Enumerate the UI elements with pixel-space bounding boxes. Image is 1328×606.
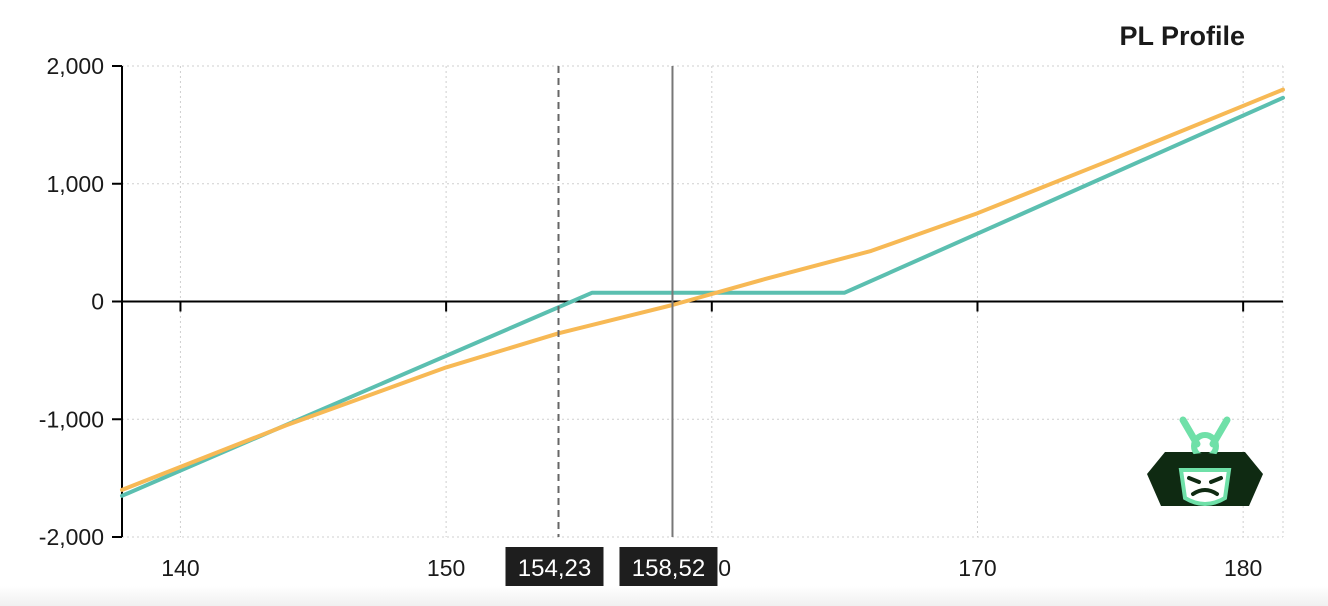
marker-label-bg: [619, 547, 718, 587]
series-line-2: [120, 87, 1285, 492]
marker-layer: 154,23 158,52: [505, 66, 718, 587]
chart-title: PL Profile: [1119, 21, 1245, 51]
y-tick-label: 1,000: [46, 171, 104, 197]
marker-label-bg: [505, 547, 604, 587]
y-tick-label: 0: [91, 289, 104, 315]
y-tick-label: -1,000: [39, 406, 104, 432]
samurai-helmet-icon: [1147, 416, 1263, 506]
series-layer: [120, 87, 1285, 498]
marker-label: 158,52: [632, 555, 705, 582]
x-tick-label: 150: [427, 555, 465, 581]
x-tick-label: 180: [1224, 555, 1262, 581]
marker-label: 154,23: [518, 555, 591, 582]
bottom-band: [0, 586, 1328, 606]
y-tick-label: -2,000: [39, 524, 104, 550]
x-tick-label: 140: [161, 555, 199, 581]
y-tick-label: 2,000: [46, 53, 104, 79]
x-tick-label: 170: [958, 555, 996, 581]
